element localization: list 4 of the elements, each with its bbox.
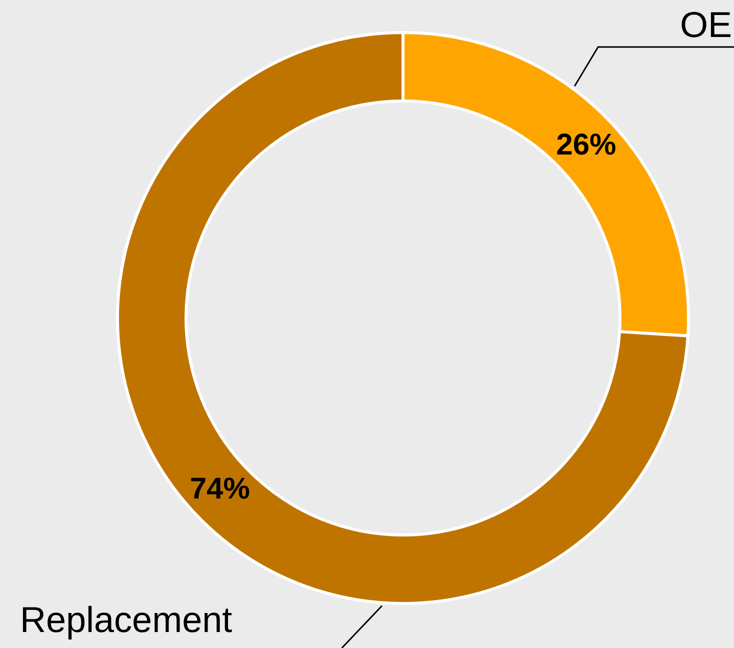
slice-label: OE [680,4,732,45]
data-label: 26% [556,128,616,162]
data-label: 74% [190,472,250,506]
slice-label: Replacement [20,598,232,640]
